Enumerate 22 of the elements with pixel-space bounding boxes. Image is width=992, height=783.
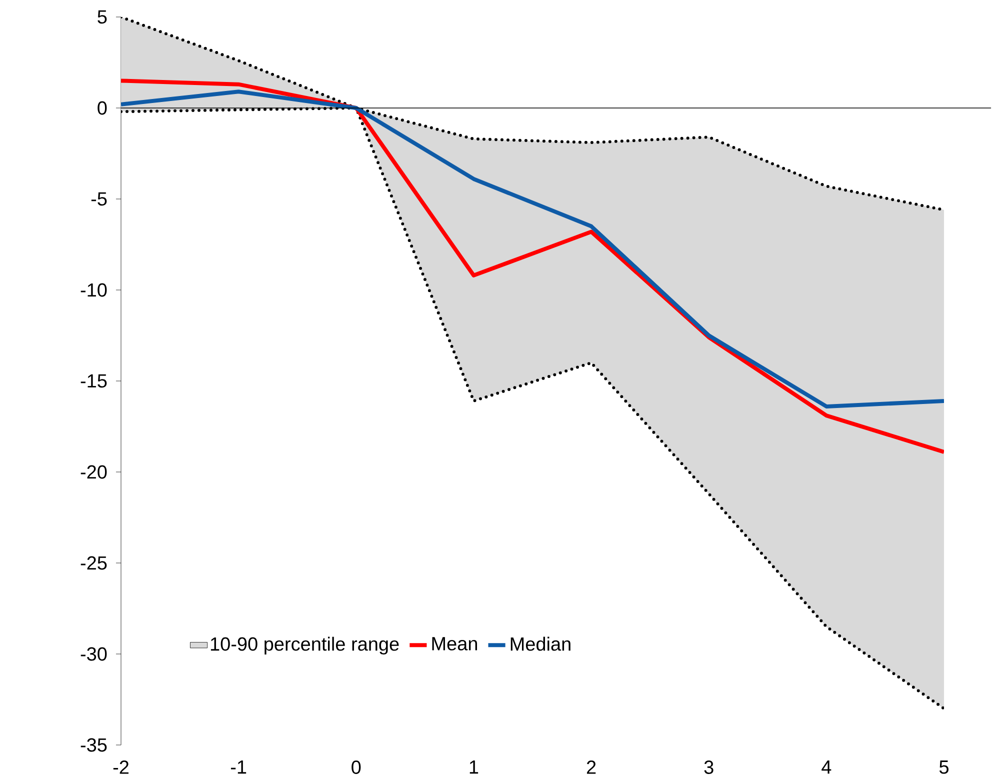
legend-label: Mean	[432, 637, 478, 650]
y-tick-label: 0	[98, 101, 107, 115]
x-tick-label: 0	[352, 760, 361, 774]
x-tick-label: 5	[939, 760, 948, 774]
line-series	[121, 78, 944, 454]
y-tick-label: -30	[80, 647, 107, 661]
y-tick-label: -10	[80, 283, 107, 297]
x-tick-label: 3	[704, 760, 714, 774]
y-tick-label: -20	[80, 465, 107, 479]
y-tick-label: 5	[98, 10, 107, 24]
x-tick-label: -1	[230, 760, 246, 774]
y-tick-label: -25	[80, 556, 107, 570]
legend-label: Median	[510, 636, 570, 651]
y-tick-label: -35	[80, 738, 107, 752]
x-tick-label: 1	[470, 760, 478, 774]
line-series	[121, 90, 944, 408]
x-tick-label: -2	[113, 760, 128, 774]
x-tick-label: 4	[822, 760, 832, 774]
x-tick-label: 2	[586, 760, 596, 774]
y-tick-label: -15	[80, 374, 107, 388]
legend-label: 10-90 percentile range	[210, 636, 399, 655]
y-tick-label: -5	[91, 192, 107, 206]
